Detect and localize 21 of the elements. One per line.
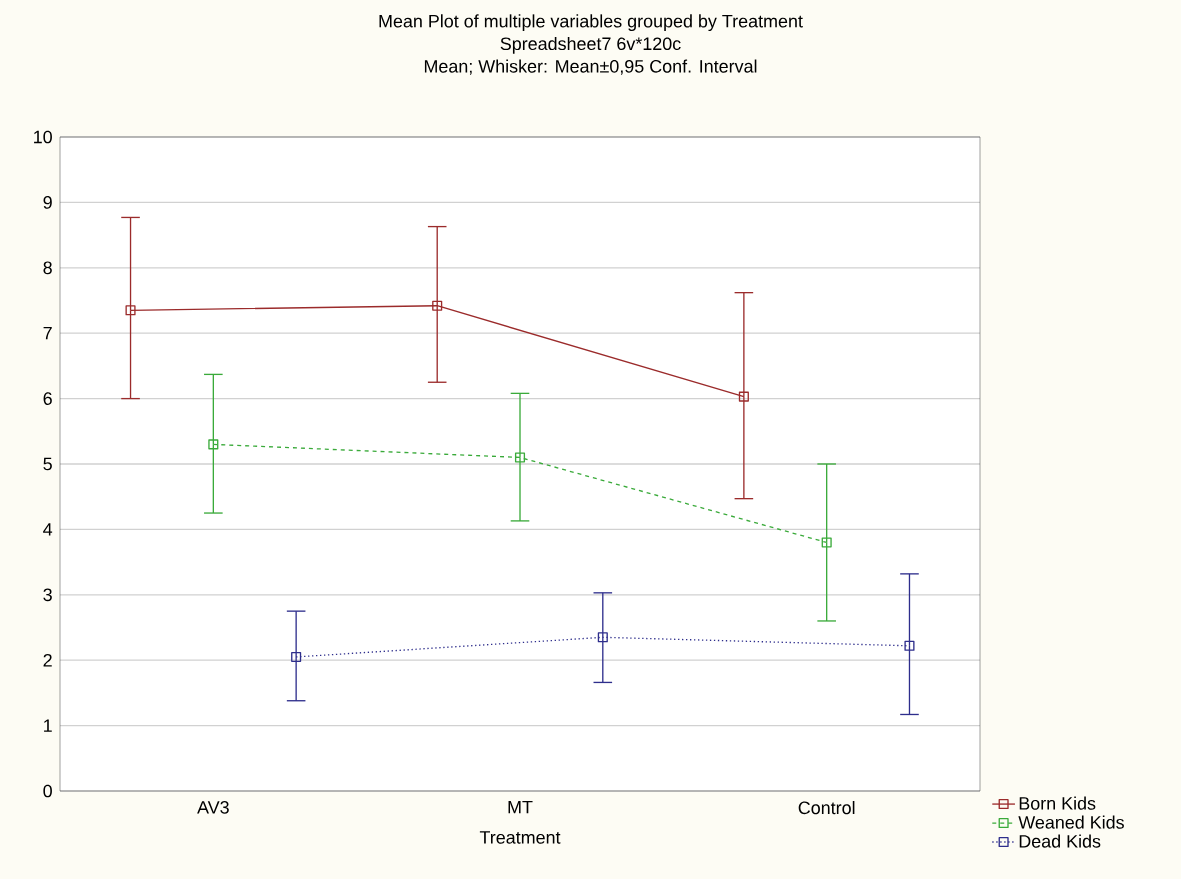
y-tick-label: 7 [43, 327, 52, 340]
text: Mean; Whisker: Mean±0,95 Conf. Interval [424, 59, 757, 75]
y-tick-label: 3 [43, 588, 52, 602]
chart-subtitle: Spreadsheet7 6v*120c [500, 36, 681, 54]
legend-label: Dead Kids [1019, 834, 1101, 848]
y-tick-label: 2 [43, 653, 52, 667]
x-tick-label: AV3 [197, 801, 229, 814]
x-axis-title: Treatment [479, 831, 561, 844]
x-tick-label: Control [798, 801, 855, 815]
y-tick-label: 8 [43, 261, 52, 275]
legend-label: Weaned Kids [1018, 815, 1124, 829]
y-tick-label: 6 [43, 392, 52, 405]
y-tick-label: 4 [43, 523, 53, 536]
y-tick-label: 0 [43, 784, 52, 798]
y-tick-label: 5 [43, 457, 52, 471]
legend-label: Born Kids [1019, 796, 1096, 810]
chart-title: Mean Plot of multiple variables grouped by Treatment [379, 14, 803, 32]
y-tick-label: 9 [43, 196, 52, 209]
y-tick-label: 1 [44, 719, 52, 732]
x-tick-label: MT [508, 801, 533, 814]
y-tick-label: 10 [34, 130, 52, 144]
